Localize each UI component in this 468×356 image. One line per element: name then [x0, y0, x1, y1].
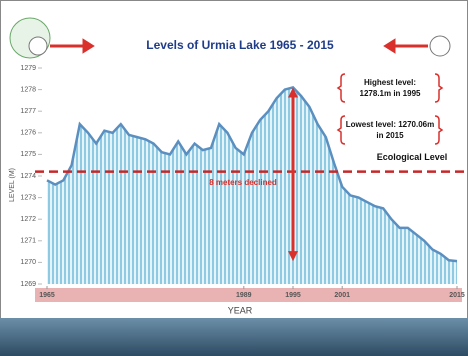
line [46, 86, 458, 263]
emblem [429, 35, 451, 57]
annotation: Lowest level: 1270.06m [346, 120, 435, 129]
water-strip [0, 318, 468, 356]
chart-title: Levels of Urmia Lake 1965 - 2015 [146, 38, 334, 52]
y-tick-label: 1274 [20, 173, 36, 180]
y-tick-label: 1272 [20, 216, 36, 223]
y-axis-title: LEVEL (M) [9, 168, 16, 202]
y-tick-label: 1271 [20, 238, 36, 245]
arrow-head [288, 251, 298, 262]
bracket [336, 115, 346, 145]
bracket [434, 115, 444, 145]
y-tick-label: 1275 [20, 151, 36, 158]
x-axis-title: YEAR [228, 305, 253, 315]
annotation: 8 meters declined [209, 178, 277, 187]
area [47, 87, 457, 284]
x-tick-label: 2001 [334, 292, 350, 299]
bracket [434, 73, 444, 103]
annotation: Highest level: [364, 78, 416, 87]
y-tick-label: 1278 [20, 86, 36, 93]
x-axis-band [35, 288, 462, 302]
x-tick-label: 1965 [39, 292, 55, 299]
y-tick-label: 1276 [20, 130, 36, 137]
arrow-head [288, 87, 298, 98]
y-tick-label: 1270 [20, 259, 36, 266]
annotation: in 2015 [376, 131, 404, 140]
x-tick-label: 2015 [449, 292, 465, 299]
y-tick-label: 1277 [20, 108, 36, 115]
y-tick-label: 1279 [20, 65, 36, 72]
emblem [28, 36, 48, 56]
y-tick-label: 1269 [20, 281, 36, 288]
arrow-decoration [383, 38, 428, 54]
x-tick-label: 1989 [236, 292, 252, 299]
annotation: 1278.1m in 1995 [360, 89, 421, 98]
arrow-decoration [50, 38, 95, 54]
reference-label: Ecological Level [377, 152, 448, 162]
x-tick-label: 1995 [285, 292, 301, 299]
y-tick-label: 1273 [20, 194, 36, 201]
bracket [336, 73, 346, 103]
